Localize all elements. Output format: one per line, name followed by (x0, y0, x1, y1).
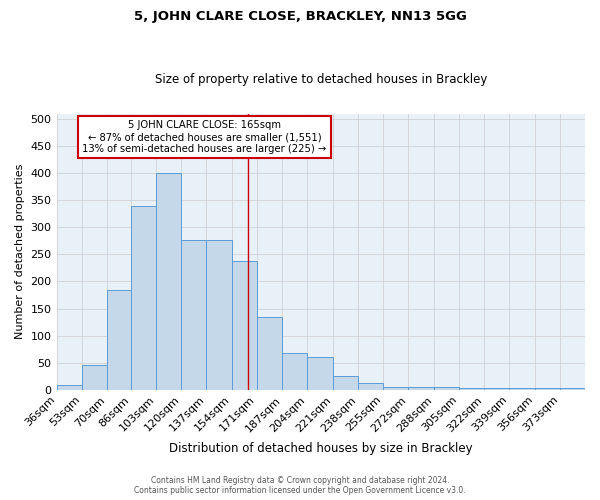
Bar (56, 386, 82, 390)
Title: Size of property relative to detached houses in Brackley: Size of property relative to detached ho… (155, 73, 487, 86)
X-axis label: Distribution of detached houses by size in Brackley: Distribution of detached houses by size … (169, 442, 473, 455)
Bar (358, 384, 383, 390)
Bar (332, 376, 358, 390)
Bar (560, 388, 585, 390)
Bar (434, 387, 459, 390)
Bar (307, 358, 332, 390)
Bar (257, 316, 282, 390)
Bar (131, 206, 156, 390)
Bar (459, 388, 484, 390)
Y-axis label: Number of detached properties: Number of detached properties (15, 164, 25, 340)
Bar (156, 173, 181, 390)
Text: Contains HM Land Registry data © Crown copyright and database right 2024.
Contai: Contains HM Land Registry data © Crown c… (134, 476, 466, 495)
Bar (509, 388, 535, 390)
Bar (206, 240, 232, 390)
Bar (232, 261, 257, 390)
Bar (409, 387, 434, 390)
Bar (107, 290, 131, 390)
Bar (282, 353, 307, 390)
Bar (535, 388, 560, 390)
Text: 5, JOHN CLARE CLOSE, BRACKLEY, NN13 5GG: 5, JOHN CLARE CLOSE, BRACKLEY, NN13 5GG (134, 10, 466, 23)
Bar (181, 240, 206, 390)
Bar (484, 388, 509, 390)
Bar (383, 386, 409, 390)
Bar (82, 365, 107, 390)
Text: 5 JOHN CLARE CLOSE: 165sqm
← 87% of detached houses are smaller (1,551)
13% of s: 5 JOHN CLARE CLOSE: 165sqm ← 87% of deta… (82, 120, 326, 154)
